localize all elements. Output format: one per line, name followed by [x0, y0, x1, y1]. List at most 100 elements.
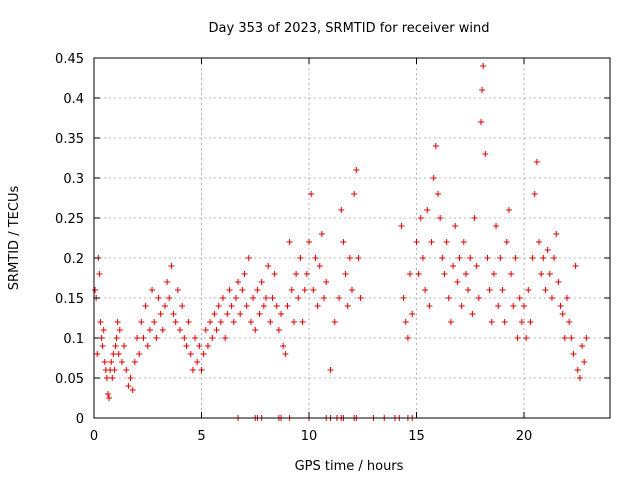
x-axis-ticks: 0 5 10 15 20 — [90, 58, 532, 444]
data-point — [134, 335, 140, 341]
data-point — [288, 287, 295, 293]
data-point — [149, 287, 156, 293]
y-tick-label: 0.05 — [55, 372, 84, 387]
data-point — [490, 271, 497, 277]
data-point — [301, 287, 308, 293]
data-point — [183, 343, 190, 349]
data-point — [499, 287, 506, 293]
data-point — [465, 287, 472, 293]
data-point — [209, 335, 216, 341]
data-point — [555, 279, 562, 285]
data-point — [168, 263, 175, 269]
data-point — [488, 319, 495, 325]
data-point — [226, 287, 233, 293]
data-point — [235, 279, 242, 285]
x-tick-label: 15 — [408, 429, 425, 444]
data-point — [351, 191, 358, 197]
data-point — [185, 319, 192, 325]
data-point — [572, 263, 579, 269]
data-point — [546, 271, 553, 277]
data-point — [256, 311, 263, 317]
data-point — [131, 359, 138, 365]
data-point — [323, 279, 330, 285]
data-point — [342, 271, 349, 277]
data-point — [121, 343, 128, 349]
data-point — [407, 271, 414, 277]
data-point — [450, 263, 457, 269]
x-tick-label: 20 — [516, 429, 533, 444]
data-point — [404, 335, 411, 341]
data-point — [166, 295, 173, 301]
data-point — [260, 303, 267, 309]
data-point — [355, 255, 362, 261]
data-point — [357, 295, 364, 301]
data-point — [568, 335, 575, 341]
data-point — [245, 255, 252, 261]
data-point — [155, 295, 162, 301]
data-point — [106, 395, 113, 401]
y-axis-ticks: 0 0.05 0.1 0.15 0.2 0.25 0.3 0.35 0.4 0.45 — [55, 52, 610, 427]
y-tick-label: 0.4 — [63, 92, 84, 107]
data-point — [202, 327, 209, 333]
grid-lines — [94, 58, 610, 418]
data-point — [486, 287, 493, 293]
data-point — [111, 367, 118, 373]
data-point — [254, 287, 261, 293]
data-point — [321, 295, 328, 301]
data-point — [452, 223, 459, 229]
plot-frame — [93, 57, 611, 419]
data-point — [505, 207, 512, 213]
data-point — [447, 319, 454, 325]
data-point — [340, 239, 347, 245]
data-point — [493, 223, 500, 229]
data-point — [232, 295, 239, 301]
data-point — [564, 295, 570, 301]
data-point — [497, 255, 504, 261]
data-point — [478, 119, 484, 125]
data-point — [303, 271, 310, 277]
data-point — [437, 215, 444, 221]
data-point — [161, 303, 168, 309]
data-point — [462, 271, 469, 277]
data-point — [189, 367, 196, 373]
data-point — [561, 335, 568, 341]
data-point — [96, 271, 103, 277]
data-point — [435, 191, 441, 197]
data-point — [92, 287, 99, 293]
data-point — [349, 287, 355, 293]
y-axis-title: SRMTID / TECUs — [7, 186, 22, 291]
data-point — [129, 387, 136, 393]
data-point — [310, 287, 317, 293]
data-point — [110, 351, 117, 357]
data-point — [273, 303, 280, 309]
data-point — [159, 327, 166, 333]
data-point — [282, 351, 289, 357]
data-point — [297, 255, 304, 261]
data-point — [419, 255, 426, 261]
y-tick-label: 0.1 — [63, 332, 84, 347]
data-point — [213, 327, 220, 333]
data-point — [118, 359, 125, 365]
y-tick-label: 0.15 — [55, 292, 84, 307]
data-point — [413, 239, 420, 245]
data-point — [127, 375, 134, 381]
data-point — [247, 319, 254, 325]
data-point — [471, 215, 478, 221]
data-point — [422, 287, 429, 293]
data-point — [327, 367, 334, 373]
data-point — [523, 335, 530, 341]
data-point — [140, 335, 147, 341]
data-point — [529, 255, 536, 261]
data-point — [518, 319, 525, 325]
data-point — [426, 303, 433, 309]
data-point — [458, 303, 465, 309]
data-point — [482, 151, 489, 157]
data-point — [198, 367, 205, 373]
data-point — [170, 311, 177, 317]
data-point — [484, 255, 491, 261]
data-point — [113, 335, 120, 341]
data-point — [540, 255, 547, 261]
data-point — [479, 87, 486, 93]
data-point — [104, 391, 111, 397]
